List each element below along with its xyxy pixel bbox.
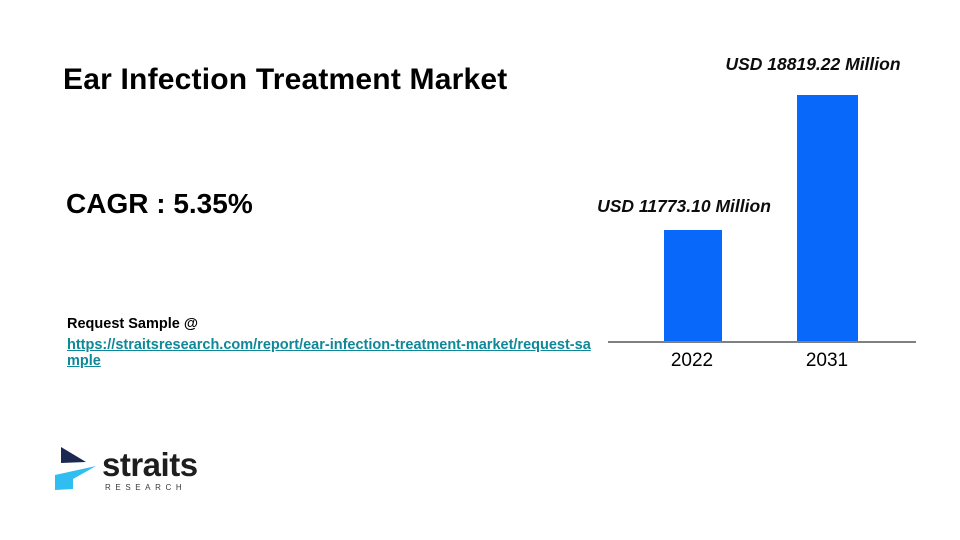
x-tick-2031: 2031 [805, 350, 849, 371]
x-tick-2022: 2022 [670, 350, 714, 371]
bar-2022 [664, 230, 722, 341]
logo-mark-icon [55, 447, 96, 490]
request-sample-label: Request Sample @ [67, 316, 198, 332]
logo-mark-navy [61, 447, 86, 463]
logo-brand-text: straits [102, 446, 198, 483]
market-bar-chart: USD 18819.22 Million USD 11773.10 Millio… [570, 46, 960, 391]
logo-subtitle-text: RESEARCH [105, 483, 187, 492]
page-title: Ear Infection Treatment Market [63, 63, 508, 96]
request-sample-link[interactable]: https://straitsresearch.com/report/ear-i… [67, 336, 591, 370]
bar-2031 [797, 95, 858, 341]
logo-mark-cyan [55, 466, 96, 490]
value-label-2031: USD 18819.22 Million [725, 54, 901, 74]
request-sample-block: Request Sample @ https://straitsresearch… [67, 316, 603, 370]
cagr-text: CAGR : 5.35% [66, 188, 253, 219]
straits-research-logo: straits RESEARCH [54, 444, 198, 494]
x-axis-line [608, 341, 916, 343]
logo-text-block: straits RESEARCH [102, 446, 198, 492]
value-label-2022: USD 11773.10 Million [597, 196, 771, 216]
